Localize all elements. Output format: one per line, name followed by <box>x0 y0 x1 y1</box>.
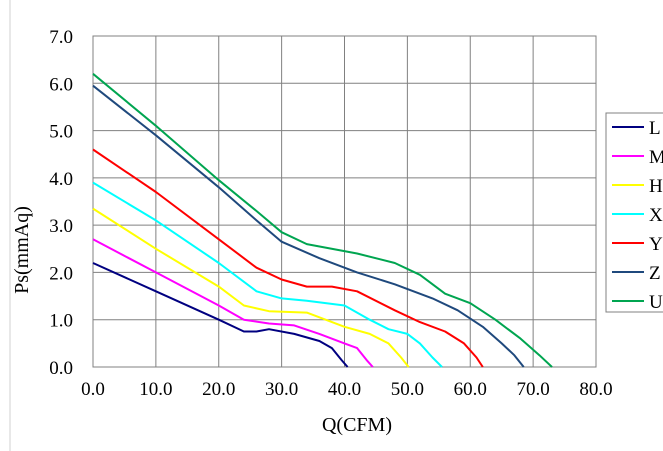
x-tick-label: 0.0 <box>81 379 105 400</box>
x-tick-label: 20.0 <box>202 379 235 400</box>
x-tick-label: 10.0 <box>139 379 172 400</box>
x-tick-label: 30.0 <box>265 379 298 400</box>
x-tick-label: 50.0 <box>391 379 424 400</box>
legend-label-z: Z <box>649 263 661 284</box>
y-tick-label: 6.0 <box>49 74 73 95</box>
legend-label-l: L <box>649 118 661 139</box>
x-tick-label: 60.0 <box>454 379 487 400</box>
x-tick-label: 40.0 <box>328 379 361 400</box>
x-tick-labels: 0.0 10.0 20.0 30.0 40.0 50.0 60.0 70.0 80.0 <box>81 379 613 400</box>
y-tick-label: 7.0 <box>49 27 73 48</box>
y-tick-label: 4.0 <box>49 169 73 190</box>
x-tick-label: 80.0 <box>579 379 612 400</box>
y-tick-label: 0.0 <box>49 358 73 379</box>
y-tick-label: 1.0 <box>49 311 73 332</box>
legend-label-m: M <box>649 147 663 168</box>
legend-label-h: H <box>649 176 663 197</box>
y-tick-label: 2.0 <box>49 263 73 284</box>
y-axis-title: Ps(mmAq) <box>11 206 33 294</box>
y-tick-label: 3.0 <box>49 216 73 237</box>
y-tick-labels: 0.0 1.0 2.0 3.0 4.0 5.0 6.0 7.0 <box>49 27 73 379</box>
legend-label-u: U <box>649 292 663 313</box>
x-axis-title: Q(CFM) <box>322 414 392 436</box>
y-tick-label: 5.0 <box>49 122 73 143</box>
legend-label-x: X <box>649 205 663 226</box>
x-tick-label: 70.0 <box>517 379 550 400</box>
legend-label-y: Y <box>649 234 663 255</box>
